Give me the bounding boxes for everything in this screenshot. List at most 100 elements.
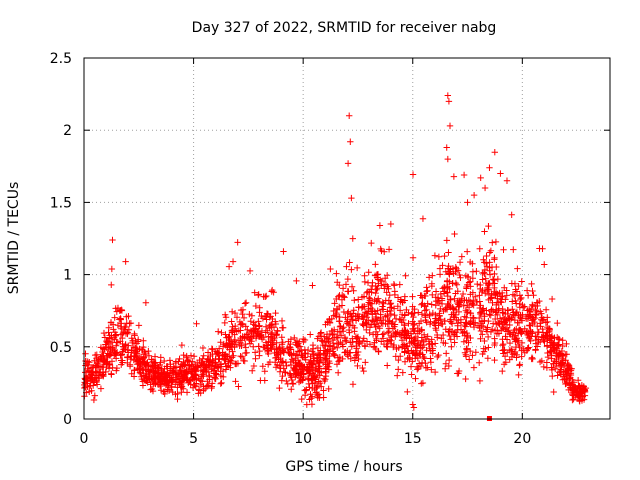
data-point (509, 333, 516, 341)
data-point (429, 291, 436, 299)
data-point (251, 349, 259, 356)
data-point (510, 309, 517, 316)
data-point (356, 313, 363, 320)
data-point (463, 285, 470, 292)
data-point (511, 350, 518, 357)
data-point (208, 345, 216, 352)
data-point (483, 307, 490, 314)
data-point (486, 267, 493, 274)
data-point (372, 320, 380, 328)
data-point (484, 284, 491, 291)
data-point (119, 340, 126, 348)
data-point (517, 295, 524, 303)
data-point (469, 300, 476, 308)
data-point (192, 383, 199, 390)
data-point (151, 380, 159, 387)
data-point (244, 326, 251, 334)
data-point (136, 366, 143, 373)
data-point (353, 352, 360, 359)
data-point (526, 308, 534, 316)
y-tick-label: 0 (63, 412, 72, 428)
data-point (176, 355, 183, 363)
data-point (349, 310, 357, 317)
data-point (569, 390, 576, 398)
data-point (334, 344, 341, 351)
data-point (97, 344, 105, 351)
data-point (303, 386, 310, 393)
data-point (564, 367, 572, 374)
data-point (124, 354, 131, 361)
data-point (489, 307, 497, 315)
data-point (524, 345, 532, 353)
data-point (209, 380, 216, 387)
data-point (486, 249, 493, 256)
data-point (555, 335, 562, 343)
chart-title: Day 327 of 2022, SRMTID for receiver nab… (192, 20, 497, 36)
data-point (362, 359, 369, 366)
data-point (411, 327, 418, 334)
data-point (455, 302, 463, 310)
data-point (137, 360, 145, 367)
data-point (529, 301, 536, 308)
data-point (401, 348, 408, 355)
data-point (346, 321, 354, 329)
data-point (516, 362, 523, 369)
data-point (222, 331, 229, 338)
data-point (427, 347, 434, 355)
data-point (531, 318, 538, 326)
data-point (162, 381, 169, 388)
data-point (340, 308, 348, 316)
data-point (537, 323, 544, 330)
data-point (103, 363, 110, 371)
data-point (382, 320, 389, 327)
data-point (361, 343, 369, 350)
data-point (476, 359, 483, 366)
data-point (302, 350, 309, 357)
data-point (485, 222, 492, 230)
data-point (422, 335, 430, 343)
data-point (380, 306, 387, 313)
data-point (113, 349, 121, 356)
data-point (457, 319, 465, 326)
data-point (399, 369, 406, 376)
data-point (410, 328, 418, 335)
axis-ticks: 0 5 10 15 20 0 0.5 1 1.5 2 2.5 (50, 51, 610, 447)
data-point (149, 358, 157, 365)
data-point (329, 348, 337, 355)
data-point (497, 298, 504, 306)
data-point (463, 314, 470, 321)
data-point (190, 353, 198, 360)
data-point (408, 371, 415, 378)
data-point (165, 387, 173, 395)
data-point (229, 258, 237, 265)
x-tick-label: 5 (189, 431, 198, 447)
data-point (484, 333, 492, 341)
data-point (502, 310, 509, 318)
data-point (90, 382, 97, 389)
data-point (486, 164, 493, 171)
data-point (110, 334, 118, 341)
data-point (550, 360, 557, 367)
data-point (454, 322, 461, 329)
data-point (267, 313, 274, 320)
data-point (531, 303, 539, 310)
data-point (316, 394, 323, 402)
data-point (405, 320, 412, 327)
data-point (333, 270, 340, 277)
data-point (454, 267, 462, 274)
data-point (278, 358, 285, 366)
data-point (409, 401, 416, 408)
y-tick-label: 2.5 (50, 51, 72, 67)
data-point (394, 372, 401, 379)
data-point (409, 318, 416, 325)
data-point (346, 259, 353, 266)
data-point (127, 319, 135, 327)
data-point (174, 384, 181, 391)
data-point (569, 376, 576, 384)
data-point (300, 373, 307, 381)
data-point (189, 384, 197, 391)
data-point (493, 330, 501, 338)
data-point (524, 292, 532, 299)
data-point (557, 360, 564, 367)
data-point (133, 348, 140, 355)
